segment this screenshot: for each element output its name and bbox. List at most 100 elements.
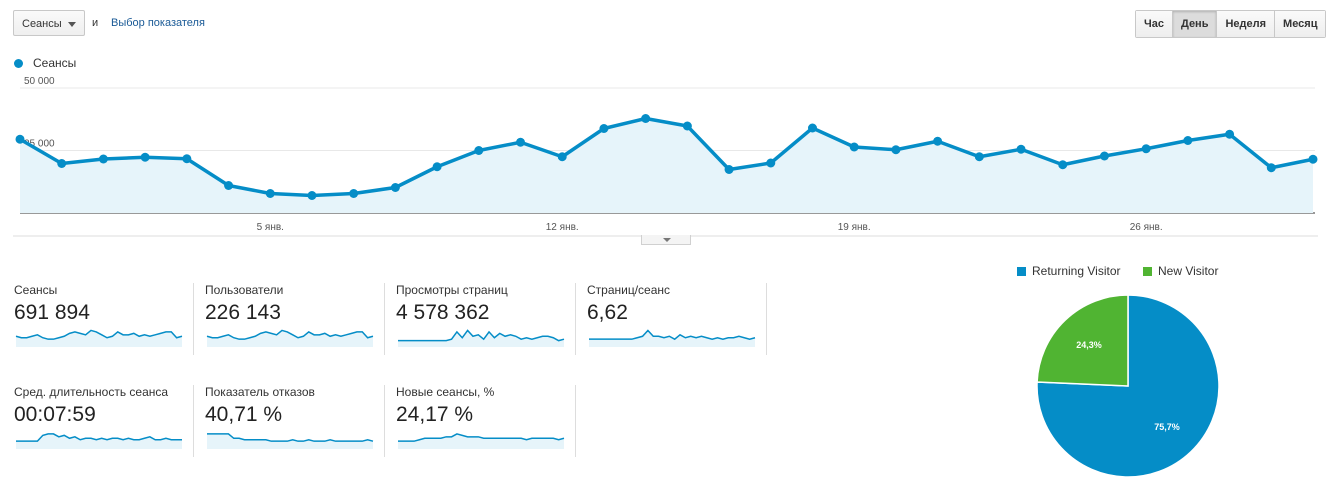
scorecard-value: 691 894 <box>14 301 90 324</box>
sparkline-line <box>206 329 374 340</box>
data-point[interactable] <box>1225 129 1235 139</box>
metric-select-label: Сеансы <box>22 18 62 30</box>
scorecard[interactable]: Просмотры страниц 4 578 362 <box>396 283 576 355</box>
visitor-type-pie-chart: 75,7% 24,3% <box>1036 294 1220 478</box>
sparkline <box>589 329 756 347</box>
data-point[interactable] <box>57 159 67 168</box>
data-point[interactable] <box>807 123 817 133</box>
period-switcher: Час День Неделя Месяц <box>1135 10 1327 38</box>
sparkline-line <box>15 329 183 340</box>
scorecard[interactable]: Показатель отказов 40,71 % <box>205 385 385 457</box>
data-point[interactable] <box>1141 144 1151 154</box>
scorecard-value: 40,71 % <box>205 403 283 426</box>
sparkline-area <box>207 433 373 449</box>
scorecard-value: 6,62 <box>587 301 628 324</box>
scorecard[interactable]: Пользователи 226 143 <box>205 283 385 355</box>
data-point[interactable] <box>98 154 108 164</box>
data-point[interactable] <box>390 183 400 192</box>
data-point[interactable] <box>1099 151 1109 161</box>
scorecard[interactable]: Сред. длительность сеанса 00:07:59 <box>14 385 194 457</box>
data-point[interactable] <box>641 114 651 123</box>
x-tick-label: 12 янв. <box>546 222 579 233</box>
scorecard-value: 00:07:59 <box>14 403 96 426</box>
y-tick-label: 50 000 <box>24 76 55 87</box>
data-point[interactable] <box>557 152 567 162</box>
pick-metric-link[interactable]: Выбор показателя <box>111 17 205 29</box>
data-point[interactable] <box>1308 154 1318 164</box>
pie-legend-new-label: New Visitor <box>1158 264 1219 278</box>
data-point[interactable] <box>891 145 901 155</box>
series-legend-marker <box>14 59 23 68</box>
scorecard-label: Пользователи <box>205 283 284 297</box>
data-point[interactable] <box>933 136 943 146</box>
data-point[interactable] <box>1183 136 1193 145</box>
data-point[interactable] <box>682 121 692 131</box>
metric-select[interactable]: Сеансы <box>13 10 85 36</box>
period-day-button[interactable]: День <box>1172 11 1218 37</box>
scorecard[interactable]: Новые сеансы, % 24,17 % <box>396 385 576 457</box>
sparkline <box>398 329 565 347</box>
data-point[interactable] <box>1058 160 1068 170</box>
data-point[interactable] <box>974 152 984 162</box>
scorecard-value: 24,17 % <box>396 403 474 426</box>
period-hour-button[interactable]: Час <box>1136 11 1173 37</box>
sparkline-area <box>16 433 182 449</box>
scorecard[interactable]: Страниц/сеанс 6,62 <box>587 283 767 355</box>
pie-legend-returning[interactable]: Returning Visitor <box>1017 264 1121 278</box>
pie-slice-label: 24,3% <box>1076 340 1102 350</box>
scorecard[interactable]: Сеансы 691 894 <box>14 283 194 355</box>
sparkline-line <box>16 433 182 442</box>
x-tick-label: 19 янв. <box>838 222 871 233</box>
new-swatch <box>1143 266 1152 276</box>
period-month-button[interactable]: Месяц <box>1275 11 1326 37</box>
data-point[interactable] <box>182 154 192 164</box>
scorecard-label: Страниц/сеанс <box>587 283 671 297</box>
data-point[interactable] <box>516 137 526 147</box>
data-point[interactable] <box>724 165 734 174</box>
pie-legend-new[interactable]: New Visitor <box>1143 264 1218 278</box>
returning-swatch <box>1017 266 1026 276</box>
sparkline-line <box>398 329 565 342</box>
scorecard-label: Показатель отказов <box>205 385 315 399</box>
pie-slice-label: 75,7% <box>1154 422 1180 432</box>
data-point[interactable] <box>599 124 609 133</box>
data-point[interactable] <box>224 181 234 190</box>
sparkline-area <box>398 433 564 449</box>
sparkline-line <box>589 329 756 341</box>
series-line <box>19 116 1314 198</box>
sparkline-line <box>398 433 565 442</box>
series-legend-label[interactable]: Сеансы <box>33 56 77 70</box>
chevron-down-icon <box>663 238 671 242</box>
chevron-down-icon <box>68 22 76 27</box>
data-point[interactable] <box>140 152 150 162</box>
x-tick-label: 26 янв. <box>1130 222 1163 233</box>
sparkline <box>15 329 183 347</box>
period-week-button[interactable]: Неделя <box>1217 11 1276 37</box>
x-tick-label: 5 янв. <box>257 222 284 233</box>
data-point[interactable] <box>307 191 317 200</box>
sessions-line-chart: 50 000 25 000 5 янв. 12 янв. 19 янв. 26 янв. <box>13 76 1318 237</box>
data-point[interactable] <box>15 134 25 144</box>
data-point[interactable] <box>474 146 484 155</box>
data-point[interactable] <box>1016 144 1026 154</box>
data-point[interactable] <box>766 158 776 168</box>
sparkline-area <box>589 330 755 347</box>
data-point[interactable] <box>265 189 275 198</box>
sparkline-line <box>207 433 374 442</box>
data-point[interactable] <box>849 142 859 152</box>
scorecard-label: Сред. длительность сеанса <box>14 385 169 399</box>
y-tick-label: 25 000 <box>24 139 55 150</box>
and-label: и <box>92 17 99 29</box>
pie-slice[interactable] <box>1036 294 1129 387</box>
data-point[interactable] <box>349 189 359 198</box>
scorecard-label: Просмотры страниц <box>396 283 508 297</box>
sparkline-area <box>398 330 564 347</box>
data-point[interactable] <box>1266 163 1276 173</box>
pie-legend-returning-label: Returning Visitor <box>1032 264 1121 278</box>
sparkline-area <box>207 330 373 347</box>
scorecard-value: 4 578 362 <box>396 301 490 324</box>
data-point[interactable] <box>432 162 442 172</box>
sparkline <box>398 433 565 449</box>
expand-chart-toggle[interactable] <box>641 235 691 245</box>
scorecard-value: 226 143 <box>205 301 281 324</box>
